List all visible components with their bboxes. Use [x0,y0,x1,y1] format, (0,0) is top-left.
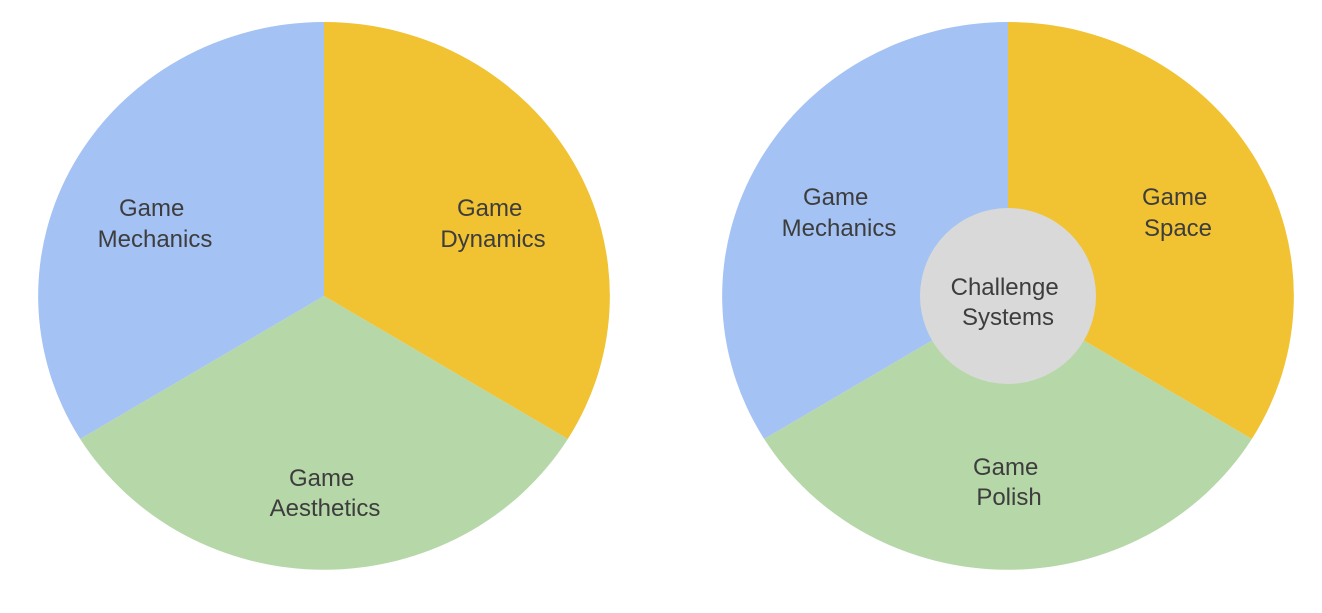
right-label-game-space: Game Space [1142,184,1214,242]
right-center-challenge-systems [920,208,1096,384]
right-pie-diagram: Game Mechanics Game Space Game Polish Ch… [722,22,1294,570]
left-label-game-aesthetics: Game Aesthetics [270,465,381,522]
left-label-game-mechanics: Game Mechanics [98,195,213,253]
right-label-challenge-systems: Challenge Systems [951,274,1066,331]
right-label-game-mechanics: Game Mechanics [782,184,897,242]
left-segment-game-dynamics [324,22,610,439]
right-label-game-polish: Game Polish [973,454,1045,511]
right-segment-game-polish [764,296,1252,570]
left-segment-game-mechanics [38,22,324,439]
left-pie-diagram: Game Mechanics Game Dynamics Game Aesthe… [38,22,610,570]
left-segment-game-aesthetics [80,296,568,570]
left-label-game-dynamics: Game Dynamics [440,195,545,253]
